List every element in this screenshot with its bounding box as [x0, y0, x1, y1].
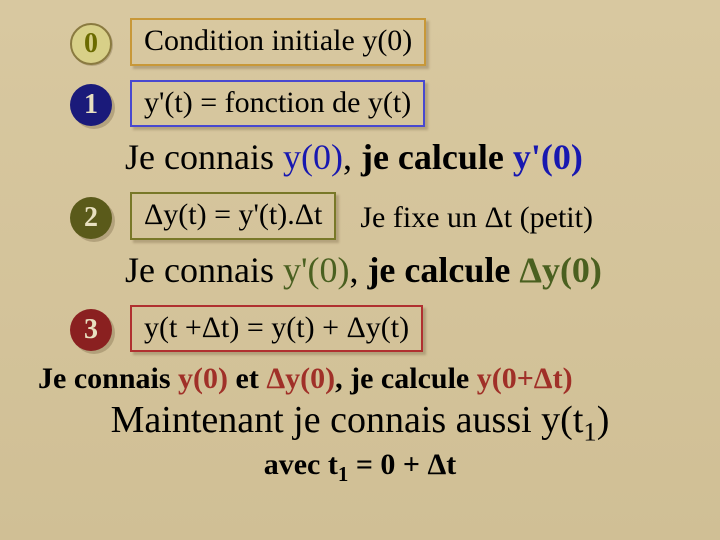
final-1sub: 1 [583, 417, 596, 447]
final-2a: avec t [264, 448, 338, 481]
step-3-row: 3 y(t +Δt) = y(t) + Δy(t) [20, 305, 700, 357]
step-2-row: 2 Δy(t) = y'(t).Δt Je fixe un Δt (petit) [20, 192, 700, 244]
step-2-mid: , [349, 250, 367, 290]
bullet-1-icon: 1 [70, 84, 112, 126]
step-3-value: y(0+Δt) [477, 362, 573, 395]
final-line-1: Maintenant je connais aussi y(t1) [20, 398, 700, 448]
step-1-known: y(0) [283, 137, 343, 177]
bullet-1-glyph: 1 [84, 89, 98, 121]
step-3-calc: je calcule [350, 362, 477, 395]
step-0-box: Condition initiale y(0) [130, 18, 426, 66]
step-3-mid: , [335, 362, 350, 395]
step-1-calc: je calcule [361, 137, 513, 177]
step-1-text: y'(t) = fonction de y(t) [144, 86, 411, 119]
step-2-result: Je connais y'(0), je calcule Δy(0) [125, 248, 700, 293]
step-1-box: y'(t) = fonction de y(t) [130, 80, 425, 128]
final-line-2: avec t1 = 0 + Δt [20, 448, 700, 487]
step-1-mid: , [343, 137, 361, 177]
final-2b: = 0 + Δt [348, 448, 456, 481]
step-1-prefix: Je connais [125, 137, 283, 177]
step-3-box: y(t +Δt) = y(t) + Δy(t) [130, 305, 423, 353]
step-2-value: Δy(0) [519, 250, 602, 290]
step-3-known1: y(0) [178, 362, 228, 395]
step-1-result: Je connais y(0), je calcule y'(0) [125, 135, 700, 180]
step-2-box: Δy(t) = y'(t).Δt [130, 192, 336, 240]
step-2-text: Δy(t) = y'(t).Δt [144, 198, 322, 231]
step-3-prefix: Je connais [38, 362, 178, 395]
step-3-text: y(t +Δt) = y(t) + Δy(t) [144, 311, 409, 344]
final-1b: ) [597, 399, 610, 441]
final-1a: Maintenant je connais aussi y(t [111, 399, 584, 441]
final-2sub: 1 [338, 462, 349, 486]
step-2-prefix: Je connais [125, 250, 283, 290]
bullet-3-icon: 3 [70, 309, 112, 351]
bullet-2-icon: 2 [70, 197, 112, 239]
step-3-known2: Δy(0) [266, 362, 335, 395]
bullet-0-icon: 0 [70, 23, 112, 65]
step-3-and: et [228, 362, 266, 395]
step-1-value: y'(0) [513, 137, 583, 177]
step-1-row: 1 y'(t) = fonction de y(t) [20, 80, 700, 132]
step-2-known: y'(0) [283, 250, 349, 290]
bullet-2-glyph: 2 [84, 202, 98, 234]
bullet-0-glyph: 0 [84, 28, 98, 60]
step-0-text: Condition initiale y(0) [144, 24, 412, 57]
step-0-row: 0 Condition initiale y(0) [20, 18, 700, 70]
step-3-result: Je connais y(0) et Δy(0), je calcule y(0… [38, 362, 700, 396]
bullet-3-glyph: 3 [84, 314, 98, 346]
step-2-calc: je calcule [367, 250, 519, 290]
step-2-side: Je fixe un Δt (petit) [360, 201, 593, 235]
